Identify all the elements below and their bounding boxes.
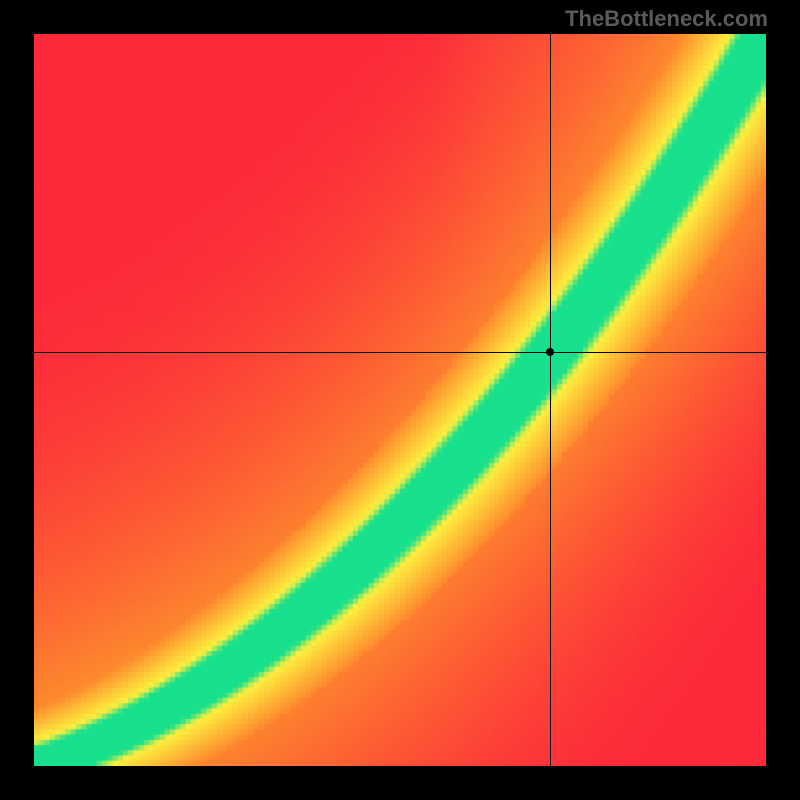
plot-area bbox=[34, 34, 766, 766]
marker-dot bbox=[546, 348, 554, 356]
watermark-label: TheBottleneck.com bbox=[565, 6, 768, 32]
crosshair-vertical bbox=[550, 34, 551, 766]
crosshair-horizontal bbox=[34, 352, 766, 353]
chart-container: TheBottleneck.com bbox=[0, 0, 800, 800]
heatmap-canvas bbox=[34, 34, 766, 766]
